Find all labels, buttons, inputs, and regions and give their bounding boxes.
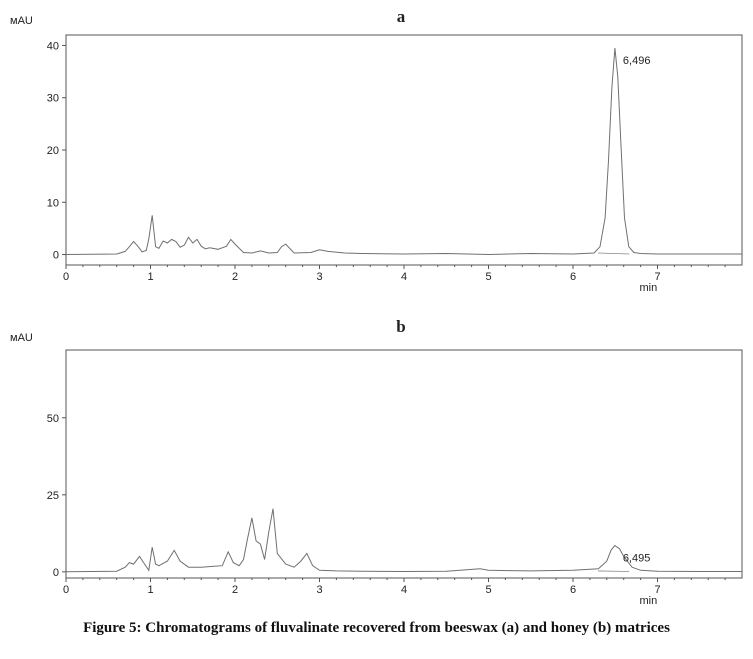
panel-a: a мAU 0 1 2 3 4 5 6 7 0 10 20 30 40 6,496 min <box>10 7 743 294</box>
x-tick-label: 6 <box>570 271 576 283</box>
y-tick-label: 10 <box>47 197 59 209</box>
y-tick-label: 25 <box>47 490 59 502</box>
plot-frame <box>65 34 743 266</box>
x-tick-label: 5 <box>485 584 491 596</box>
panel-b: b мAU 0 1 2 3 4 5 6 7 0 25 50 6,495 min <box>10 317 743 607</box>
figure-caption: Figure 5: Chromatograms of fluvalinate r… <box>83 620 670 636</box>
x-tick-label: 7 <box>654 271 660 283</box>
panel-a-peak-label: 6,496 <box>623 55 651 67</box>
panel-a-ticks: 0 1 2 3 4 5 6 7 0 10 20 30 40 <box>47 40 726 283</box>
x-tick-label: 4 <box>401 584 407 596</box>
panel-b-x-unit: min <box>640 595 658 607</box>
y-tick-label: 0 <box>53 567 59 579</box>
panel-b-ticks: 0 1 2 3 4 5 6 7 0 25 50 <box>47 413 726 596</box>
x-tick-label: 1 <box>147 584 153 596</box>
y-tick-label: 20 <box>47 145 59 157</box>
panel-a-title: a <box>397 7 406 26</box>
x-tick-label: 4 <box>401 271 407 283</box>
panel-a-peak-annotation: 6,496 <box>597 55 651 255</box>
x-tick-label: 7 <box>654 584 660 596</box>
y-tick-label: 30 <box>47 93 59 105</box>
x-tick-label: 2 <box>232 271 238 283</box>
panel-b-axes <box>65 349 743 579</box>
y-tick-label: 0 <box>53 250 59 262</box>
integration-baseline <box>597 252 630 255</box>
panel-a-y-unit: мAU <box>10 15 33 27</box>
x-tick-label: 0 <box>63 584 69 596</box>
panel-a-x-unit: min <box>640 282 658 294</box>
panel-b-y-unit: мAU <box>10 332 33 344</box>
x-tick-label: 3 <box>316 584 322 596</box>
y-tick-label: 40 <box>47 40 59 52</box>
panel-b-peak-annotation: 6,495 <box>597 553 651 572</box>
y-tick-label: 50 <box>47 413 59 425</box>
x-tick-label: 6 <box>570 584 576 596</box>
panel-b-peak-label: 6,495 <box>623 553 651 565</box>
x-tick-label: 2 <box>232 584 238 596</box>
x-tick-label: 1 <box>147 271 153 283</box>
x-tick-label: 5 <box>485 271 491 283</box>
panel-b-trace <box>65 508 742 573</box>
panel-b-title: b <box>396 317 405 336</box>
panel-a-trace <box>65 48 742 256</box>
integration-baseline <box>597 570 630 572</box>
panel-a-axes <box>65 34 743 266</box>
x-tick-label: 0 <box>63 271 69 283</box>
x-tick-label: 3 <box>316 271 322 283</box>
plot-frame <box>65 349 743 579</box>
